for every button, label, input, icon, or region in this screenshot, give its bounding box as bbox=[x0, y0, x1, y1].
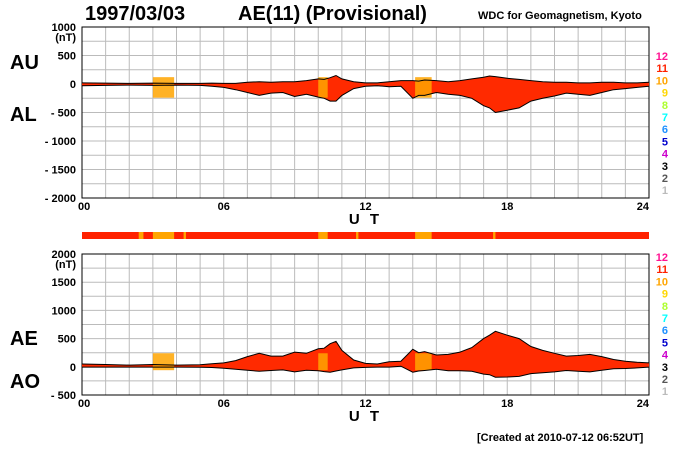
source-label: WDC for Geomagnetism, Kyoto bbox=[478, 10, 642, 22]
series-line-al bbox=[81, 84, 650, 114]
plot-frame bbox=[81, 26, 650, 199]
station-bar-segment bbox=[415, 232, 432, 239]
station-bar-segment bbox=[318, 232, 328, 239]
y-unit-label: (nT) bbox=[55, 32, 76, 44]
y-tick-label: 0 bbox=[70, 362, 76, 374]
y-tick-label: 1000 bbox=[52, 305, 76, 317]
station-key-12: 12 bbox=[656, 252, 668, 264]
station-key-11: 11 bbox=[656, 264, 668, 276]
series-line-ao bbox=[82, 365, 650, 378]
x-axis-label: U T bbox=[349, 211, 382, 228]
reduced-station-band bbox=[152, 353, 175, 371]
reduced-station-band bbox=[152, 77, 175, 98]
station-key-8: 8 bbox=[662, 100, 668, 112]
series-line-au bbox=[81, 74, 650, 84]
station-key-9: 9 bbox=[662, 289, 668, 301]
chart-panel-bottom bbox=[81, 253, 650, 396]
y-tick-label: 500 bbox=[58, 334, 76, 346]
y-tick-label: - 1000 bbox=[45, 136, 76, 148]
station-key-10: 10 bbox=[656, 276, 668, 288]
station-key-12: 12 bbox=[656, 51, 668, 63]
station-key-6: 6 bbox=[662, 325, 668, 337]
station-key-4: 4 bbox=[662, 149, 669, 161]
y-unit-label: (nT) bbox=[55, 259, 76, 271]
station-key-2: 2 bbox=[662, 173, 668, 185]
x-tick-label: 06 bbox=[218, 398, 230, 410]
station-key-2: 2 bbox=[662, 374, 668, 386]
x-tick-label: 00 bbox=[78, 201, 90, 213]
x-tick-label: 00 bbox=[78, 398, 90, 410]
reduced-station-band bbox=[318, 77, 328, 98]
y-tick-label: - 1500 bbox=[45, 165, 76, 177]
station-key-7: 7 bbox=[662, 313, 668, 325]
x-axis-label: U T bbox=[349, 408, 382, 425]
al-label: AL bbox=[10, 104, 37, 126]
station-key-3: 3 bbox=[662, 362, 668, 374]
envelope-fill bbox=[82, 331, 649, 378]
au-label: AU bbox=[10, 52, 39, 74]
station-key-5: 5 bbox=[662, 136, 668, 148]
station-key-1: 1 bbox=[662, 185, 668, 197]
reduced-station-band bbox=[415, 353, 432, 371]
x-tick-label: 12 bbox=[359, 398, 371, 410]
created-timestamp: [Created at 2010-07-12 06:52UT] bbox=[477, 432, 644, 444]
x-tick-label: 12 bbox=[359, 201, 371, 213]
date-title: 1997/03/03 bbox=[85, 3, 186, 25]
y-tick-label: 0 bbox=[70, 79, 76, 91]
station-key-4: 4 bbox=[662, 350, 669, 362]
chart-panel-top bbox=[81, 26, 650, 199]
x-tick-label: 24 bbox=[637, 398, 650, 410]
station-bar-segment bbox=[138, 232, 144, 239]
index-title: AE(11) (Provisional) bbox=[238, 3, 427, 25]
x-tick-label: 06 bbox=[218, 201, 230, 213]
ae-label: AE bbox=[10, 328, 38, 350]
series-line-ae bbox=[81, 330, 650, 366]
y-tick-label: - 500 bbox=[51, 108, 76, 120]
y-tick-label: 2000 bbox=[52, 249, 76, 261]
y-tick-label: 1500 bbox=[52, 277, 76, 289]
x-tick-label: 24 bbox=[637, 201, 650, 213]
y-tick-label: - 500 bbox=[51, 390, 76, 402]
station-key-11: 11 bbox=[656, 63, 668, 75]
station-bar-segment bbox=[152, 232, 175, 239]
envelope-fill bbox=[82, 75, 649, 113]
plot-frame bbox=[81, 253, 650, 396]
station-bar-segment bbox=[183, 232, 186, 239]
station-key-9: 9 bbox=[662, 88, 668, 100]
reduced-station-band bbox=[415, 77, 432, 98]
station-key-1: 1 bbox=[662, 386, 668, 398]
station-key-6: 6 bbox=[662, 124, 668, 136]
station-key-7: 7 bbox=[662, 112, 668, 124]
ao-label: AO bbox=[10, 371, 40, 393]
y-tick-label: - 2000 bbox=[45, 193, 76, 205]
station-bar-segment bbox=[356, 232, 359, 239]
reduced-station-band bbox=[318, 353, 328, 371]
station-key-3: 3 bbox=[662, 161, 668, 173]
station-key-5: 5 bbox=[662, 337, 668, 349]
station-bar-segment bbox=[493, 232, 496, 239]
y-tick-label: 1000 bbox=[52, 22, 76, 34]
station-bar bbox=[82, 232, 649, 239]
y-tick-label: 500 bbox=[58, 51, 76, 63]
station-key-8: 8 bbox=[662, 301, 668, 313]
x-tick-label: 18 bbox=[501, 398, 513, 410]
x-tick-label: 18 bbox=[501, 201, 513, 213]
station-key-10: 10 bbox=[656, 75, 668, 87]
